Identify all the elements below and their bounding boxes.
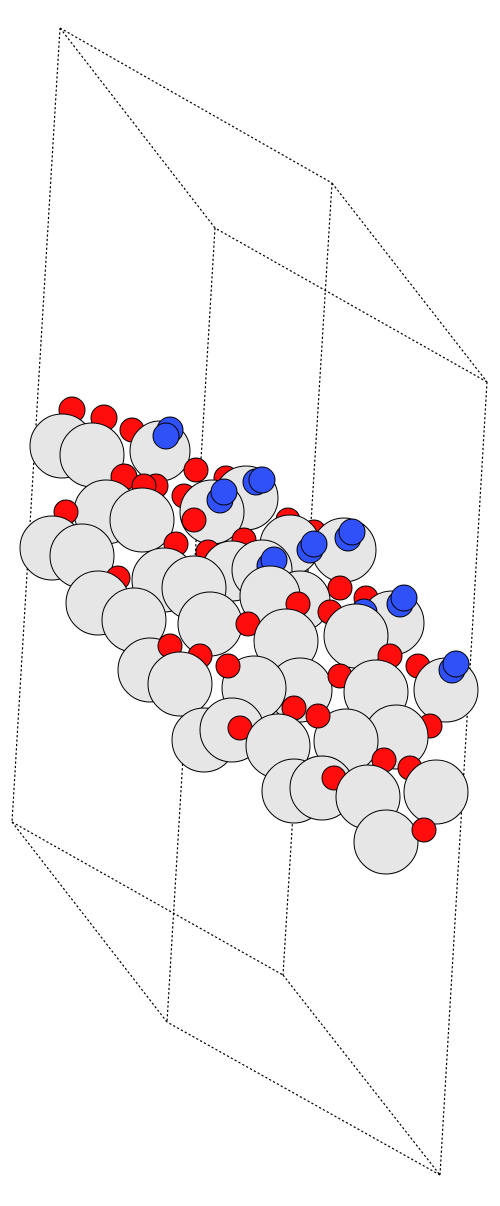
unit-cell-outline (11, 27, 488, 1176)
cell-edge-ae (11, 27, 61, 823)
large-atom (403, 759, 469, 825)
blue-atom (390, 584, 418, 612)
blue-atom (338, 518, 366, 546)
cell-edge-gh (166, 1021, 441, 1176)
blue-atom (300, 530, 328, 558)
blue-atom (442, 650, 470, 678)
red-atom (411, 817, 437, 843)
cell-edge-ef (11, 821, 284, 976)
atom-cluster (19, 396, 479, 875)
cell-edge-cd (214, 227, 488, 383)
large-atom (147, 651, 213, 717)
large-atom (353, 809, 419, 875)
large-atom (109, 487, 175, 553)
large-atom (177, 591, 243, 657)
cell-edge-he (11, 821, 168, 1023)
red-atom (305, 703, 331, 729)
cell-edge-fg (282, 974, 441, 1176)
red-atom (327, 575, 353, 601)
blue-atom (152, 422, 180, 450)
red-atom (181, 507, 207, 533)
red-atom (183, 457, 209, 483)
cell-edge-da (59, 27, 216, 229)
cell-edge-ab (59, 27, 333, 184)
blue-atom (210, 478, 238, 506)
red-atom (215, 653, 241, 679)
cell-edge-bc (331, 182, 488, 383)
blue-atom (248, 466, 276, 494)
